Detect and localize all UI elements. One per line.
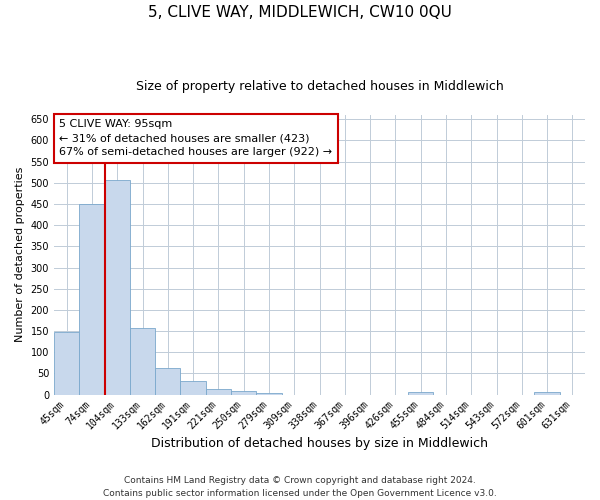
Bar <box>79 204 104 394</box>
Text: Contains HM Land Registry data © Crown copyright and database right 2024.
Contai: Contains HM Land Registry data © Crown c… <box>103 476 497 498</box>
Bar <box>155 368 181 394</box>
Bar <box>181 381 206 394</box>
Bar <box>535 392 560 394</box>
Text: 5, CLIVE WAY, MIDDLEWICH, CW10 0QU: 5, CLIVE WAY, MIDDLEWICH, CW10 0QU <box>148 5 452 20</box>
Bar <box>206 389 231 394</box>
Bar <box>256 393 281 394</box>
Text: 5 CLIVE WAY: 95sqm
← 31% of detached houses are smaller (423)
67% of semi-detach: 5 CLIVE WAY: 95sqm ← 31% of detached hou… <box>59 119 332 157</box>
Bar <box>54 332 79 394</box>
Y-axis label: Number of detached properties: Number of detached properties <box>15 167 25 342</box>
Bar <box>408 392 433 394</box>
Bar <box>104 180 130 394</box>
Bar <box>130 328 155 394</box>
X-axis label: Distribution of detached houses by size in Middlewich: Distribution of detached houses by size … <box>151 437 488 450</box>
Title: Size of property relative to detached houses in Middlewich: Size of property relative to detached ho… <box>136 80 503 93</box>
Bar <box>231 391 256 394</box>
